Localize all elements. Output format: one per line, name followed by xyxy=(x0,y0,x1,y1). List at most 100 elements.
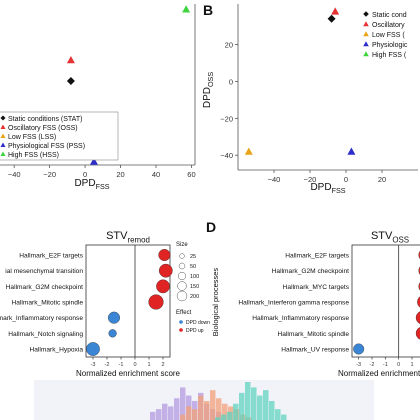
size-legend-circle xyxy=(177,271,187,281)
histogram-bar xyxy=(275,409,281,420)
size-legend-value: 150 xyxy=(190,284,199,290)
x-tick-label: 0 xyxy=(344,175,348,184)
legend-label: Static conditions (STAT) xyxy=(8,116,82,123)
histogram-bar xyxy=(233,403,239,420)
category-label: Hallmark_Inflammatory response xyxy=(252,315,349,322)
size-legend-circle xyxy=(176,290,188,302)
x-tick-label: -2 xyxy=(370,362,375,368)
size-legend-value: 25 xyxy=(190,254,196,260)
x-tick-label: -3 xyxy=(91,362,96,368)
histogram-bar xyxy=(227,411,233,420)
enrichment-dot xyxy=(158,248,171,261)
chart-title: STVremod xyxy=(106,230,150,244)
plot-frame xyxy=(351,244,420,358)
y-axis-label: Biological processes xyxy=(211,268,220,337)
histogram-bar xyxy=(245,382,251,420)
legend-label: Oscillatory xyxy=(372,22,405,29)
data-point xyxy=(331,7,340,15)
legend-marker xyxy=(0,142,6,147)
histogram-bar xyxy=(216,398,222,420)
histogram-bar xyxy=(221,414,227,420)
legend-label: Low FSS (LSS) xyxy=(8,134,56,141)
y-tick-label: 0 xyxy=(229,77,233,86)
category-label: Hallmark_G2M checkpoint xyxy=(272,268,349,275)
x-tick-label: 0 xyxy=(83,170,87,179)
effect-legend-dot xyxy=(179,328,183,332)
x-tick-label: 20 xyxy=(116,170,124,179)
data-point xyxy=(182,5,191,13)
legend-label: High FSS (HSS) xyxy=(8,152,59,159)
chart-title: STVOSS xyxy=(371,230,409,244)
x-axis-label: Normalized enrichment score xyxy=(76,369,181,378)
histogram-bar xyxy=(204,401,210,420)
legend-label: Physiologic xyxy=(372,42,408,49)
enrichment-dot xyxy=(417,296,420,308)
x-tick-label: −20 xyxy=(43,170,56,179)
data-point xyxy=(66,56,75,64)
x-tick-label: 0 xyxy=(133,362,136,368)
histogram-bar xyxy=(281,414,287,420)
size-legend-circle xyxy=(178,262,186,270)
category-label: ial mesenchymal transition xyxy=(5,268,83,275)
panel-c: STVremod Hallmark_E2F targets ial mesenchy… xyxy=(0,230,210,378)
effect-legend-dot xyxy=(179,320,183,324)
legend-label: Static cond xyxy=(372,12,407,19)
legend-marker xyxy=(363,31,369,37)
size-legend-circle xyxy=(179,253,185,259)
x-tick-label: −40 xyxy=(268,175,281,184)
legend-marker xyxy=(363,11,369,17)
enrichment-dot xyxy=(158,263,173,278)
histogram-bar xyxy=(168,406,174,420)
enrichment-dot xyxy=(86,342,100,356)
legend-label: Oscillatory FSS (OSS) xyxy=(8,125,78,132)
panel-label-d: D xyxy=(206,219,216,235)
enrichment-dot xyxy=(415,327,420,340)
x-tick-label: 2 xyxy=(161,362,164,368)
panel-e xyxy=(34,380,374,420)
size-legend-value: 100 xyxy=(190,274,199,280)
x-tick-label: -1 xyxy=(383,362,388,368)
enrichment-dot xyxy=(415,311,420,324)
legend-marker xyxy=(0,151,6,156)
histogram-bar xyxy=(215,417,221,420)
data-point xyxy=(244,147,253,155)
category-label: Hallmark_Mitotic spindle xyxy=(278,331,350,338)
x-axis-label: DPDFSS xyxy=(310,182,345,195)
enrichment-dot xyxy=(107,311,120,324)
histogram-bar xyxy=(263,390,269,420)
legend-label: Physiological FSS (PSS) xyxy=(8,143,85,150)
data-point xyxy=(66,77,75,85)
x-tick-label: 20 xyxy=(378,175,386,184)
histogram-bar xyxy=(180,387,186,420)
legend-label: Low FSS ( xyxy=(372,32,405,39)
x-tick-label: 60 xyxy=(187,170,195,179)
legend-label: High FSS ( xyxy=(372,52,407,59)
legend-marker xyxy=(363,21,369,27)
y-tick-label: −20 xyxy=(220,114,233,123)
x-tick-label: 1 xyxy=(410,362,413,368)
panel-d: D STVOSS Hallmark_E2F targets Hallmark_G2M… xyxy=(206,219,420,378)
histogram-bar xyxy=(150,411,156,420)
panel-label-b: B xyxy=(203,2,213,18)
effect-legend-title: Effect xyxy=(176,310,192,316)
category-label: Hallmark_E2F targets xyxy=(285,253,349,260)
category-label: Hallmark_Mitotic spindle xyxy=(12,300,84,307)
legend-box xyxy=(0,111,119,161)
category-label: Hallmark_G2M checkpoint xyxy=(6,284,83,291)
legend-marker xyxy=(363,41,369,47)
histogram-bar xyxy=(269,401,275,420)
effect-legend-label: DPD down xyxy=(186,320,210,326)
legend-marker xyxy=(0,115,6,121)
histogram-bar xyxy=(174,398,180,420)
histogram-bar xyxy=(210,390,216,420)
x-tick-label: -1 xyxy=(119,362,124,368)
x-tick-label: 40 xyxy=(152,170,160,179)
enrichment-dot xyxy=(108,329,117,338)
enrichment-dot xyxy=(156,279,170,294)
category-label: Hallmark_Inflammatory response xyxy=(0,315,83,322)
data-point xyxy=(327,14,336,23)
x-axis-label: Normalized enrichment score xyxy=(338,369,420,378)
size-legend-title: Size xyxy=(176,242,188,248)
x-tick-label: 1 xyxy=(147,362,150,368)
